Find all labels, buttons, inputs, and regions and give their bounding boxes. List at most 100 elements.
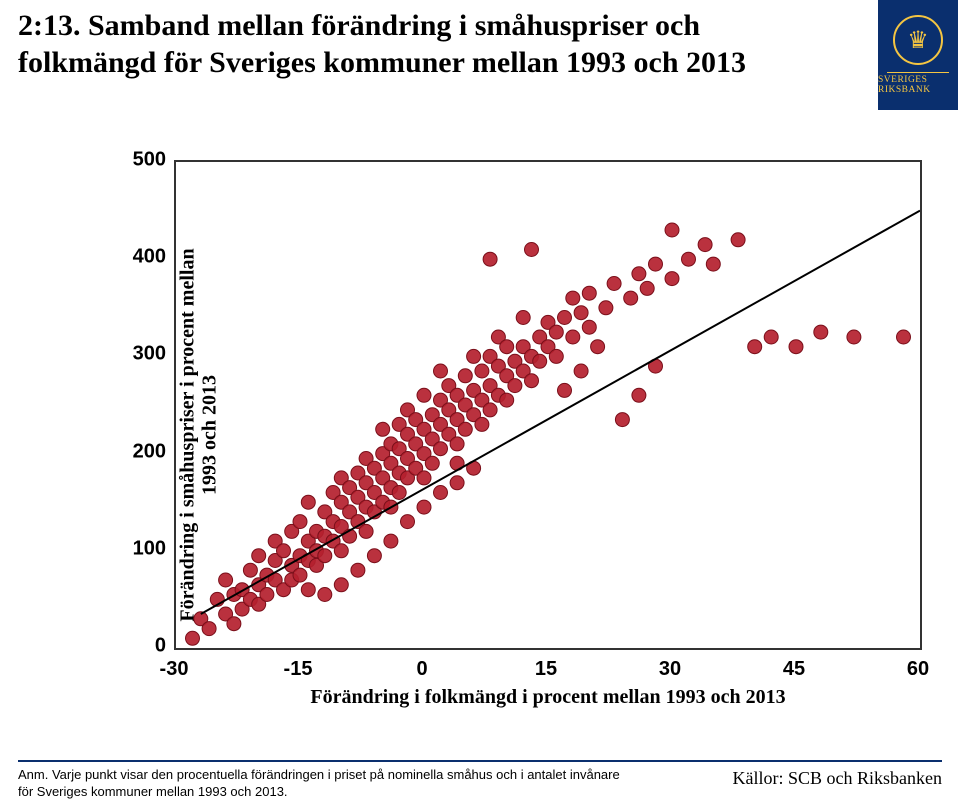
data-point bbox=[615, 413, 629, 427]
data-point bbox=[558, 383, 572, 397]
data-point bbox=[417, 388, 431, 402]
data-point bbox=[483, 403, 497, 417]
data-point bbox=[607, 277, 621, 291]
data-point bbox=[293, 515, 307, 529]
data-point bbox=[186, 631, 200, 645]
data-point bbox=[624, 291, 638, 305]
data-point bbox=[277, 544, 291, 558]
y-tick: 200 bbox=[116, 440, 166, 463]
data-point bbox=[367, 549, 381, 563]
data-point bbox=[558, 311, 572, 325]
data-point bbox=[434, 364, 448, 378]
data-point bbox=[351, 563, 365, 577]
page-title: 2:13. Samband mellan förändring i småhus… bbox=[18, 8, 788, 81]
y-tick: 300 bbox=[116, 343, 166, 366]
data-point bbox=[748, 340, 762, 354]
x-tick: 0 bbox=[416, 658, 427, 681]
data-point bbox=[252, 549, 266, 563]
data-point bbox=[533, 354, 547, 368]
data-point bbox=[227, 617, 241, 631]
data-point bbox=[334, 544, 348, 558]
data-point bbox=[525, 243, 539, 257]
data-point bbox=[219, 573, 233, 587]
x-tick: 45 bbox=[783, 658, 805, 681]
data-point bbox=[789, 340, 803, 354]
data-point bbox=[483, 252, 497, 266]
data-point bbox=[500, 340, 514, 354]
data-point bbox=[632, 388, 646, 402]
data-point bbox=[525, 374, 539, 388]
footer: Anm. Varje punkt visar den procentuella … bbox=[18, 760, 942, 801]
data-point bbox=[202, 622, 216, 636]
data-point bbox=[649, 257, 663, 271]
data-point bbox=[417, 500, 431, 514]
scatter-svg bbox=[176, 162, 920, 648]
data-point bbox=[847, 330, 861, 344]
data-point bbox=[301, 495, 315, 509]
data-point bbox=[591, 340, 605, 354]
data-point bbox=[425, 456, 439, 470]
riksbank-logo: ♛ SVERIGES RIKSBANK bbox=[878, 0, 958, 110]
data-point bbox=[458, 422, 472, 436]
data-point bbox=[434, 442, 448, 456]
bank-name: SVERIGES RIKSBANK bbox=[878, 75, 958, 95]
y-tick: 500 bbox=[116, 149, 166, 172]
data-point bbox=[260, 588, 274, 602]
data-point bbox=[574, 306, 588, 320]
crown-icon: ♛ bbox=[893, 15, 943, 65]
data-point bbox=[467, 349, 481, 363]
x-tick: 60 bbox=[907, 658, 929, 681]
plot-area bbox=[174, 160, 922, 650]
data-point bbox=[549, 325, 563, 339]
plot-wrap: Förändring i folkmängd i procent mellan … bbox=[174, 160, 922, 650]
x-tick: -15 bbox=[284, 658, 313, 681]
data-point bbox=[682, 252, 696, 266]
data-point bbox=[293, 568, 307, 582]
data-point bbox=[384, 534, 398, 548]
data-point bbox=[376, 422, 390, 436]
data-point bbox=[665, 272, 679, 286]
data-point bbox=[401, 515, 415, 529]
trend-line bbox=[201, 211, 920, 614]
data-point bbox=[334, 578, 348, 592]
footnote: Anm. Varje punkt visar den procentuella … bbox=[18, 766, 638, 801]
data-point bbox=[640, 281, 654, 295]
data-point bbox=[814, 325, 828, 339]
data-point bbox=[566, 330, 580, 344]
data-point bbox=[318, 588, 332, 602]
data-point bbox=[665, 223, 679, 237]
data-point bbox=[458, 369, 472, 383]
data-point bbox=[582, 320, 596, 334]
data-point bbox=[599, 301, 613, 315]
data-point bbox=[731, 233, 745, 247]
data-point bbox=[516, 311, 530, 325]
data-point bbox=[500, 393, 514, 407]
data-point bbox=[450, 476, 464, 490]
data-point bbox=[582, 286, 596, 300]
data-point bbox=[632, 267, 646, 281]
y-tick: 400 bbox=[116, 246, 166, 269]
data-point bbox=[549, 349, 563, 363]
data-point bbox=[475, 417, 489, 431]
data-point bbox=[566, 291, 580, 305]
data-point bbox=[706, 257, 720, 271]
data-point bbox=[698, 238, 712, 252]
y-tick: 100 bbox=[116, 537, 166, 560]
data-point bbox=[392, 486, 406, 500]
x-tick: -30 bbox=[160, 658, 189, 681]
scatter-chart: Förändring i småhuspriser i procent mell… bbox=[54, 150, 934, 720]
x-tick: 30 bbox=[659, 658, 681, 681]
x-axis-label: Förändring i folkmängd i procent mellan … bbox=[174, 686, 922, 709]
data-point bbox=[318, 549, 332, 563]
data-point bbox=[897, 330, 911, 344]
data-point bbox=[359, 524, 373, 538]
data-point bbox=[243, 563, 257, 577]
data-point bbox=[764, 330, 778, 344]
x-tick: 15 bbox=[535, 658, 557, 681]
data-point bbox=[508, 379, 522, 393]
data-point bbox=[475, 364, 489, 378]
y-tick: 0 bbox=[116, 635, 166, 658]
logo-divider bbox=[887, 72, 949, 73]
data-point bbox=[574, 364, 588, 378]
data-point bbox=[417, 471, 431, 485]
